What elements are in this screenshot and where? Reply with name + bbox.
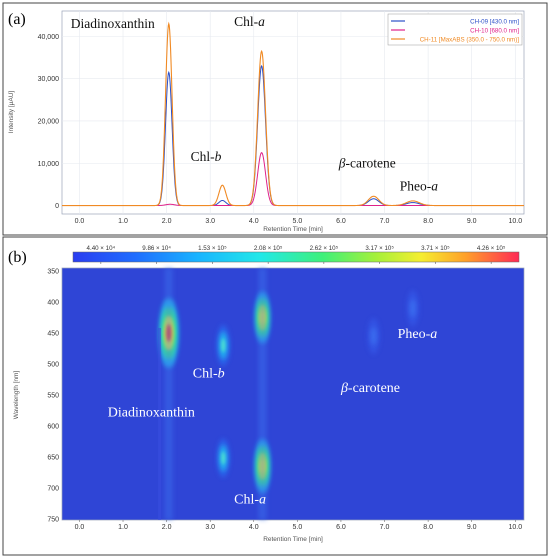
heatmap-streak <box>164 268 173 520</box>
panel-a-series <box>62 21 524 207</box>
peak-label: Pheo-a <box>398 327 438 342</box>
panel-b-y-tick-label: 650 <box>47 454 59 461</box>
panel-b-x-tick-label: 5.0 <box>292 524 302 531</box>
heatmap-streak <box>158 328 162 520</box>
panel-a-y-axis-label: Intensity [μAU] <box>8 91 15 134</box>
panel-b-annotations: Pheo-a Chl-b β-carotene Diadinoxanthin Chl-a <box>108 327 438 507</box>
colorbar-tick-label: 3.71 × 10⁵ <box>421 245 450 252</box>
colorbar-tick-label: 2.62 × 10⁵ <box>310 245 339 252</box>
panel-a-x-tick-label: 10.0 <box>508 218 522 225</box>
colorbar-tick-label: 1.53 × 10⁵ <box>198 245 227 252</box>
panel-b-y-tick-label: 350 <box>47 269 59 276</box>
legend-label: CH-10 [680.0 nm] <box>470 27 519 34</box>
panel-a-y-tick-label: 40,000 <box>38 34 60 41</box>
panel-b-y-tick-label: 450 <box>47 331 59 338</box>
panel-a-y-tick-label: 20,000 <box>38 118 60 125</box>
panel-a-annotations: Diadinoxanthin Chl-a Chl-b β-carotene Pheo-a <box>71 14 439 194</box>
peak-label: Diadinoxanthin <box>108 406 195 421</box>
panel-b-heatmap-spots <box>158 268 419 520</box>
colorbar-tick-label: 2.08 × 10⁵ <box>254 245 283 252</box>
panel-b-x-tick-label: 9.0 <box>467 524 477 531</box>
panel-b-x-tick-label: 7.0 <box>380 524 390 531</box>
colorbar <box>72 251 520 263</box>
heatmap-spot <box>221 451 226 465</box>
panel-b-x-tick-label: 10.0 <box>508 524 522 531</box>
panel-a-x-tick-label: 3.0 <box>205 218 215 225</box>
colorbar-tick-label: 4.40 × 10⁴ <box>87 245 116 252</box>
peak-label: β-carotene <box>338 155 396 170</box>
peak-label: Chl-a <box>234 14 265 29</box>
panel-b-x-tick-label: 2.0 <box>162 524 172 531</box>
panel-a-x-tick-label: 5.0 <box>292 218 302 225</box>
panel-a-y-tick-label: 30,000 <box>38 76 60 83</box>
heatmap-spot <box>221 338 226 353</box>
panel-a-x-tick-label: 1.0 <box>118 218 128 225</box>
panel-a-label: (a) <box>8 11 26 28</box>
legend-label: CH-11 [MaxABS (350.0 - 750.0 nm)] <box>420 36 520 43</box>
panel-a-x-tick-label: 6.0 <box>336 218 346 225</box>
heatmap-spot <box>409 299 416 318</box>
panel-a-x-tick-label: 4.0 <box>249 218 259 225</box>
panel-a-x-tick-label: 9.0 <box>467 218 477 225</box>
colorbar-tick-labels: 4.40 × 10⁴ 9.86 × 10⁴ 1.53 × 10⁵ 2.08 × 10⁵… <box>87 245 506 264</box>
panel-b-y-tick-label: 600 <box>47 423 59 430</box>
panel-b-plot-area <box>61 267 525 521</box>
panel-a-tick-labels: 0.0 1.0 2.0 3.0 4.0 5.0 6.0 7.0 8.0 9.0 10.0 0 10,00… <box>38 34 523 225</box>
panel-a-x-tick-label: 7.0 <box>380 218 390 225</box>
panel-b-x-tick-label: 3.0 <box>205 524 215 531</box>
panel-b-x-tick-label: 6.0 <box>336 524 346 531</box>
panel-b-y-tick-label: 400 <box>47 300 59 307</box>
panel-a-x-tick-label: 8.0 <box>423 218 433 225</box>
panel-a-x-tick-label: 0.0 <box>75 218 85 225</box>
peak-label: Chl-b <box>193 367 225 382</box>
panel-b-x-tick-label: 8.0 <box>423 524 433 531</box>
peak-label: Chl-a <box>234 492 266 507</box>
panel-b-x-tick-label: 0.0 <box>75 524 85 531</box>
panel-b-chart: 4.40 × 10⁴ 9.86 × 10⁴ 1.53 × 10⁵ 2.08 × 10⁵… <box>13 245 525 543</box>
panel-b-y-tick-label: 550 <box>47 392 59 399</box>
peak-label: Pheo-a <box>400 179 439 194</box>
panel-a-legend: CH-09 [430.0 nm] CH-10 [680.0 nm] CH-11 [M… <box>387 13 523 46</box>
panel-b-y-tick-label: 750 <box>47 516 59 523</box>
colorbar-tick-label: 4.26 × 10⁵ <box>477 245 506 252</box>
panel-b-x-axis-label: Retention Time [min] <box>263 536 323 543</box>
panel-b-y-tick-label: 500 <box>47 361 59 368</box>
panel-b-x-tick-label: 1.0 <box>118 524 128 531</box>
heatmap-spot <box>370 327 377 346</box>
heatmap-streak <box>258 268 267 520</box>
panel-b-tick-labels: 0.0 1.0 2.0 3.0 4.0 5.0 6.0 7.0 8.0 9.0 10.0 350 400… <box>47 269 522 531</box>
legend-label: CH-09 [430.0 nm] <box>470 18 519 25</box>
panel-b-x-tick-label: 4.0 <box>249 524 259 531</box>
panel-a-y-tick-label: 0 <box>55 203 59 210</box>
panel-a-x-axis-label: Retention Time [min] <box>263 226 323 233</box>
panel-a-chart: 0.0 1.0 2.0 3.0 4.0 5.0 6.0 7.0 8.0 9.0 10.0 0 10,00… <box>8 10 525 233</box>
panel-a-series-line <box>62 21 524 207</box>
peak-label: β-carotene <box>340 381 400 396</box>
peak-label: Diadinoxanthin <box>71 16 155 31</box>
colorbar-tick-label: 3.17 × 10⁵ <box>365 245 394 252</box>
panel-a-y-tick-label: 10,000 <box>38 161 60 168</box>
peak-label: Chl-b <box>191 149 222 164</box>
legend-box <box>387 13 523 46</box>
panel-b-label: (b) <box>8 249 27 266</box>
panel-a-x-tick-label: 2.0 <box>162 218 172 225</box>
panel-b-y-axis-label: Wavelength [nm] <box>13 371 20 420</box>
panel-b-y-tick-label: 700 <box>47 485 59 492</box>
colorbar-tick-label: 9.86 × 10⁴ <box>142 245 171 252</box>
